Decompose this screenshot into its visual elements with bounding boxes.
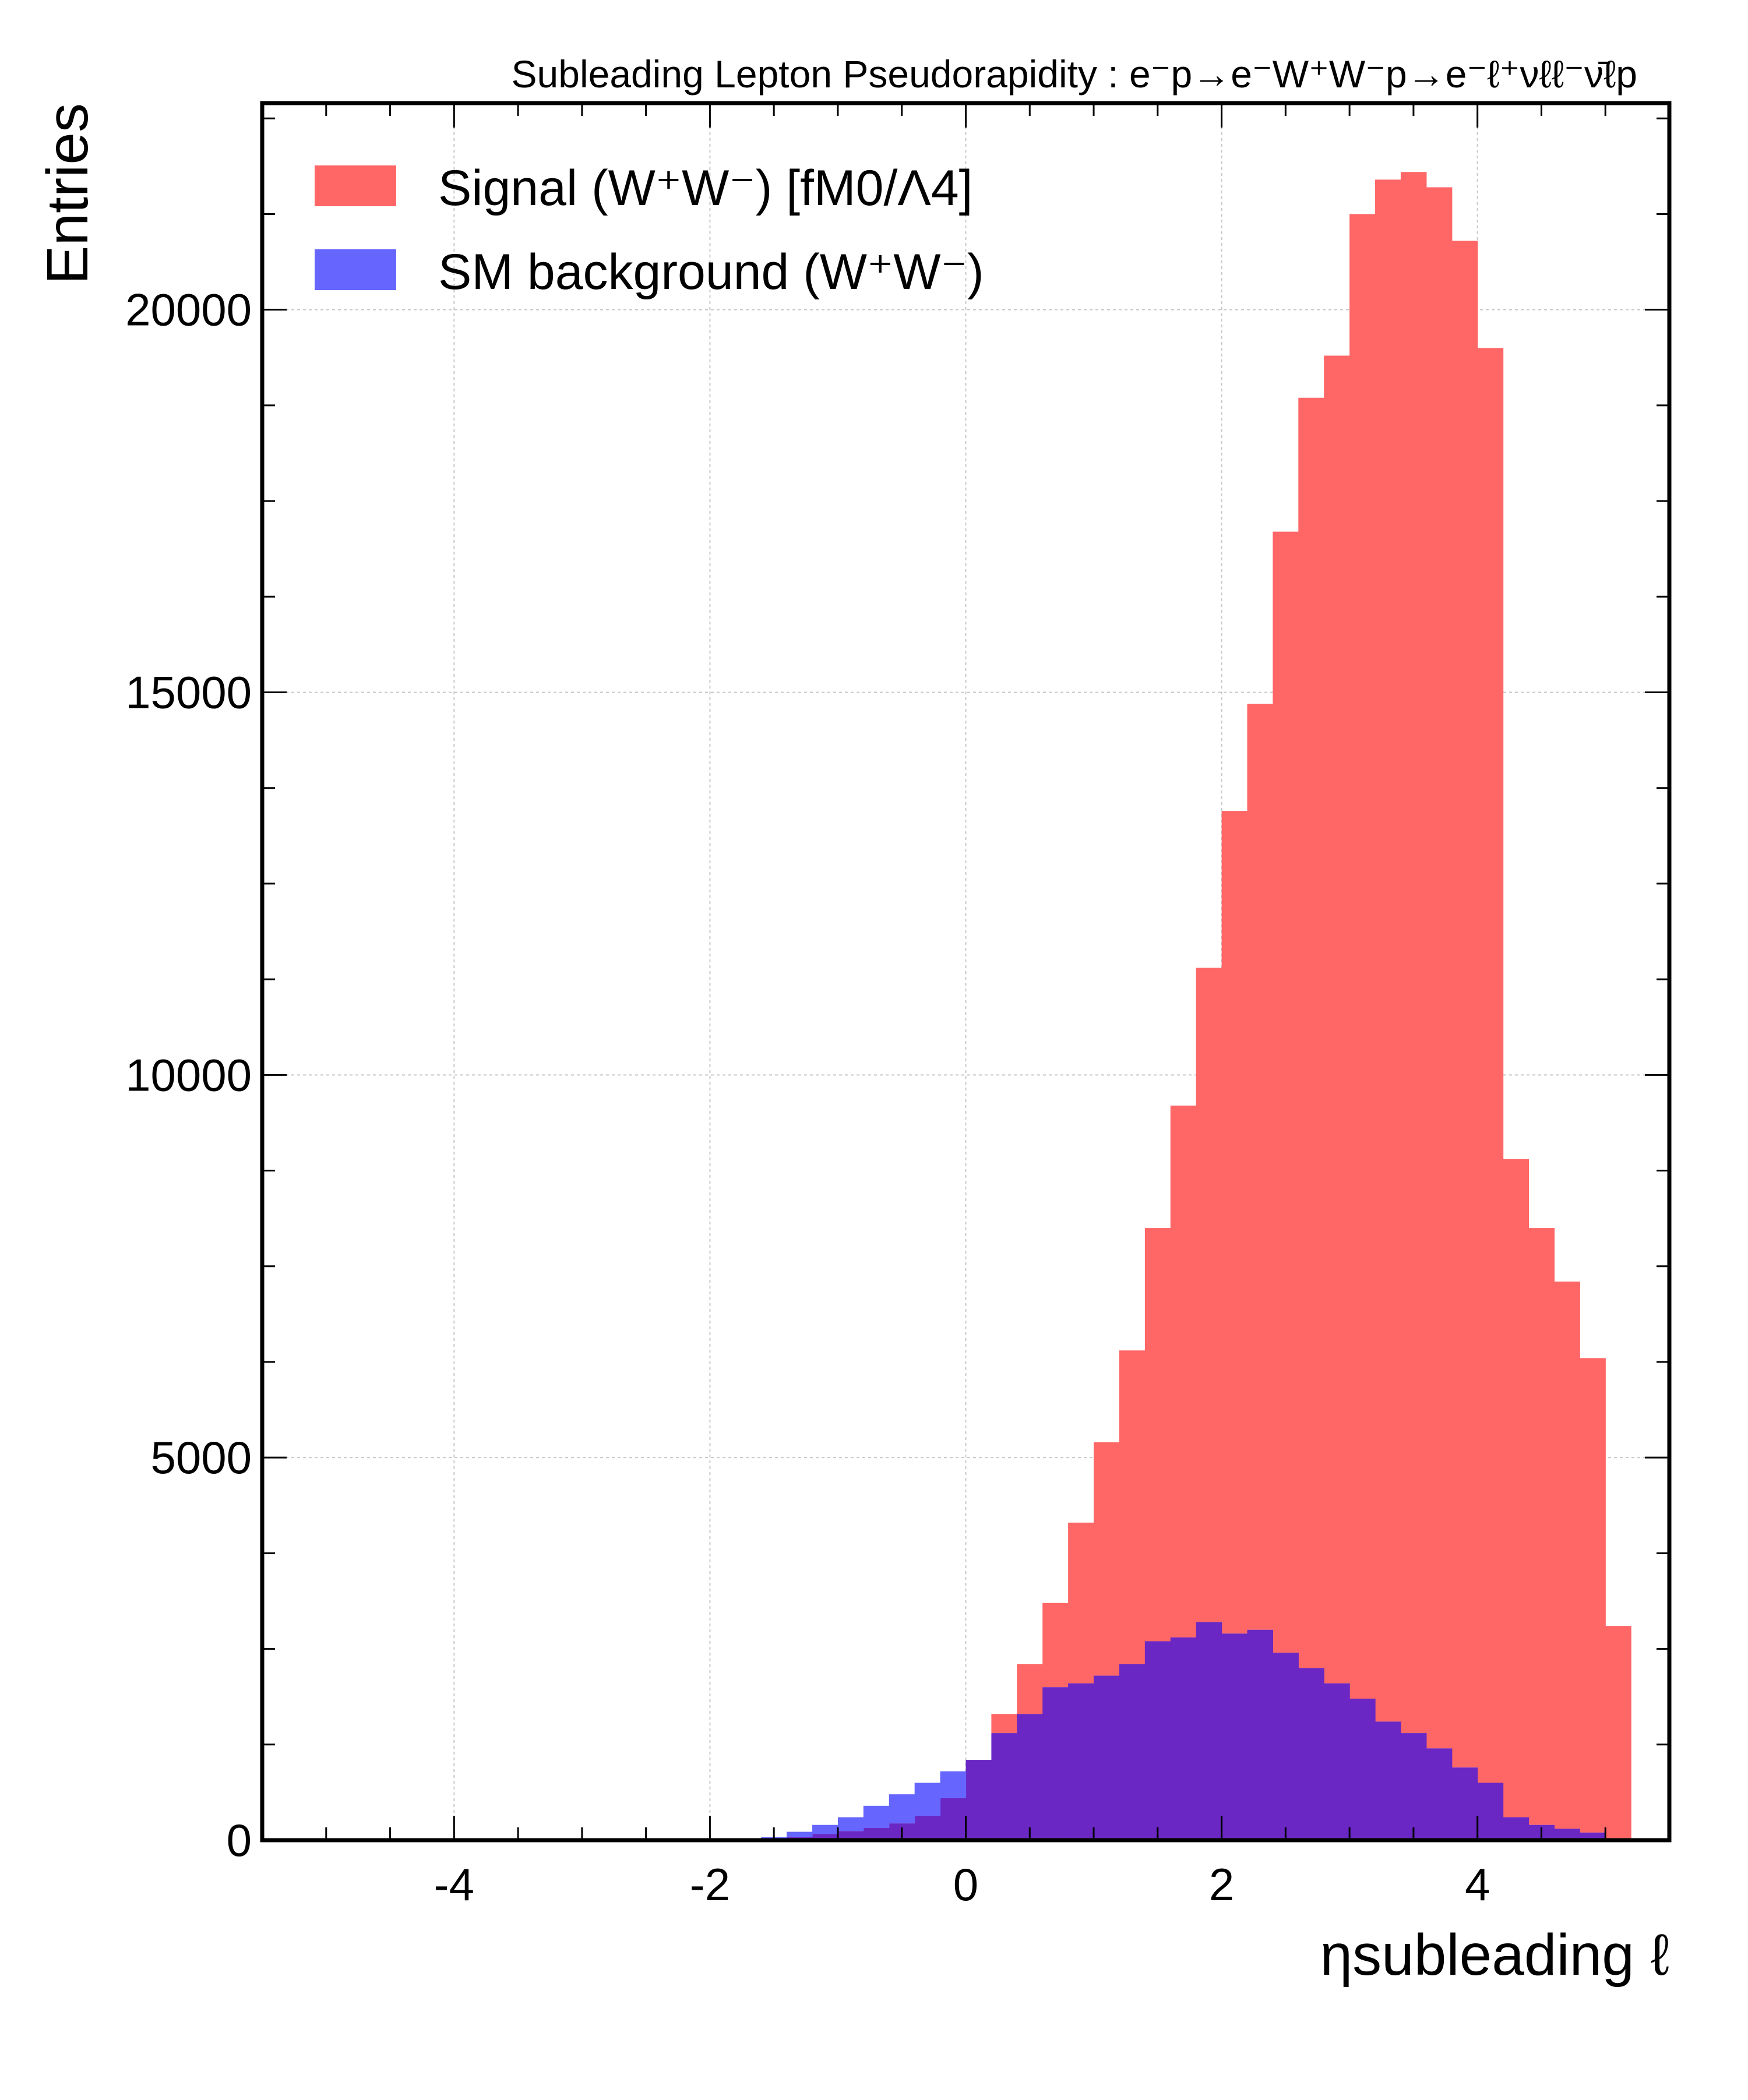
overlap-bar [1068, 1683, 1094, 1840]
y-axis-label: Entries [35, 103, 100, 284]
overlap-bar [812, 1834, 838, 1840]
overlap-bar [1477, 1783, 1504, 1840]
signal-bar [1554, 1282, 1580, 1829]
signal-bar [1221, 811, 1248, 1634]
background-bar [863, 1805, 890, 1828]
background-bars [761, 1771, 967, 1840]
overlap-bar [1451, 1767, 1478, 1840]
overlap-bar [1247, 1629, 1274, 1840]
signal-bars [991, 172, 1631, 1840]
overlap-bar [940, 1798, 967, 1840]
overlap-bar [1298, 1668, 1324, 1840]
signal-bar [1196, 968, 1222, 1622]
y-tick-label: 10000 [125, 1049, 252, 1100]
signal-bar [1375, 179, 1401, 1722]
overlap-bar [1426, 1748, 1453, 1840]
signal-bar [1170, 1105, 1197, 1637]
overlap-bar [837, 1831, 864, 1840]
overlap-bar [1554, 1829, 1580, 1840]
x-tick-label: 2 [1209, 1859, 1234, 1910]
signal-bar [1144, 1228, 1171, 1642]
background-bar [837, 1817, 864, 1831]
signal-bar [1605, 1626, 1631, 1840]
signal-bar [1298, 397, 1324, 1668]
legend-label-signal: Signal (W⁺W⁻) [fM0/Λ4] [438, 160, 973, 216]
signal-bar [1477, 348, 1504, 1783]
signal-bar [1451, 241, 1478, 1768]
background-bar [914, 1783, 941, 1816]
legend-swatch-background [315, 249, 396, 290]
background-bar [787, 1831, 813, 1837]
signal-bar [1068, 1522, 1094, 1683]
overlap-bar [863, 1827, 890, 1840]
overlap-bar [914, 1815, 941, 1840]
signal-bar [1528, 1228, 1555, 1825]
signal-bar [1324, 355, 1350, 1683]
overlap-bar [1196, 1622, 1222, 1840]
x-tick-label: 0 [953, 1859, 978, 1910]
overlap-bar [965, 1760, 992, 1840]
x-tick-label: -4 [434, 1859, 474, 1910]
x-axis-label: ηsubleading ℓ [1320, 1922, 1669, 1988]
y-tick-label: 20000 [125, 284, 252, 336]
y-tick-label: 5000 [150, 1432, 252, 1483]
signal-bar [1349, 214, 1376, 1699]
signal-bar [1247, 704, 1274, 1630]
overlap-bars [761, 1622, 1606, 1840]
overlap-bar [1375, 1721, 1401, 1840]
overlap-bar [1144, 1641, 1171, 1840]
signal-bar [991, 1714, 1017, 1734]
x-tick-label: 4 [1465, 1859, 1490, 1910]
legend-label-background: SM background (W⁺W⁻) [438, 244, 984, 300]
signal-bar [1400, 172, 1427, 1734]
signal-bar [1503, 1159, 1530, 1817]
overlap-bar [991, 1733, 1017, 1840]
signal-bar [1119, 1350, 1146, 1664]
overlap-bar [1017, 1714, 1043, 1840]
overlap-bar [1400, 1733, 1427, 1840]
overlap-bar [1221, 1633, 1248, 1840]
overlap-bar [1119, 1664, 1146, 1840]
tick-labels: -4 -2 0 2 4 0 5000 10000 15000 20000 [125, 284, 1490, 1910]
signal-bar [1273, 531, 1299, 1653]
y-tick-label: 0 [227, 1815, 252, 1866]
background-bar [812, 1824, 838, 1834]
signal-bar [1017, 1664, 1043, 1714]
background-bar [940, 1771, 967, 1798]
y-tick-label: 15000 [125, 667, 252, 718]
signal-bar [1094, 1442, 1120, 1676]
overlap-bar [1324, 1683, 1350, 1840]
overlap-bar [1042, 1687, 1069, 1840]
x-tick-label: -2 [690, 1859, 730, 1910]
axis-ticks [262, 103, 1669, 1841]
chart-title: Subleading Lepton Pseudorapidity : e⁻p→e… [512, 52, 1637, 96]
signal-bar [1426, 187, 1453, 1749]
overlap-bar [1273, 1653, 1299, 1840]
signal-bar [1042, 1603, 1069, 1688]
plot-frame [260, 101, 1672, 1843]
legend-swatch-signal [315, 165, 396, 206]
overlap-bar [1094, 1675, 1120, 1840]
signal-bar [1580, 1358, 1606, 1833]
background-bar [889, 1794, 915, 1824]
overlap-bar [1349, 1698, 1376, 1840]
overlap-bar [1503, 1817, 1530, 1840]
legend: Signal (W⁺W⁻) [fM0/Λ4] SM background (W⁺… [315, 160, 984, 300]
overlap-bar [1170, 1637, 1197, 1840]
